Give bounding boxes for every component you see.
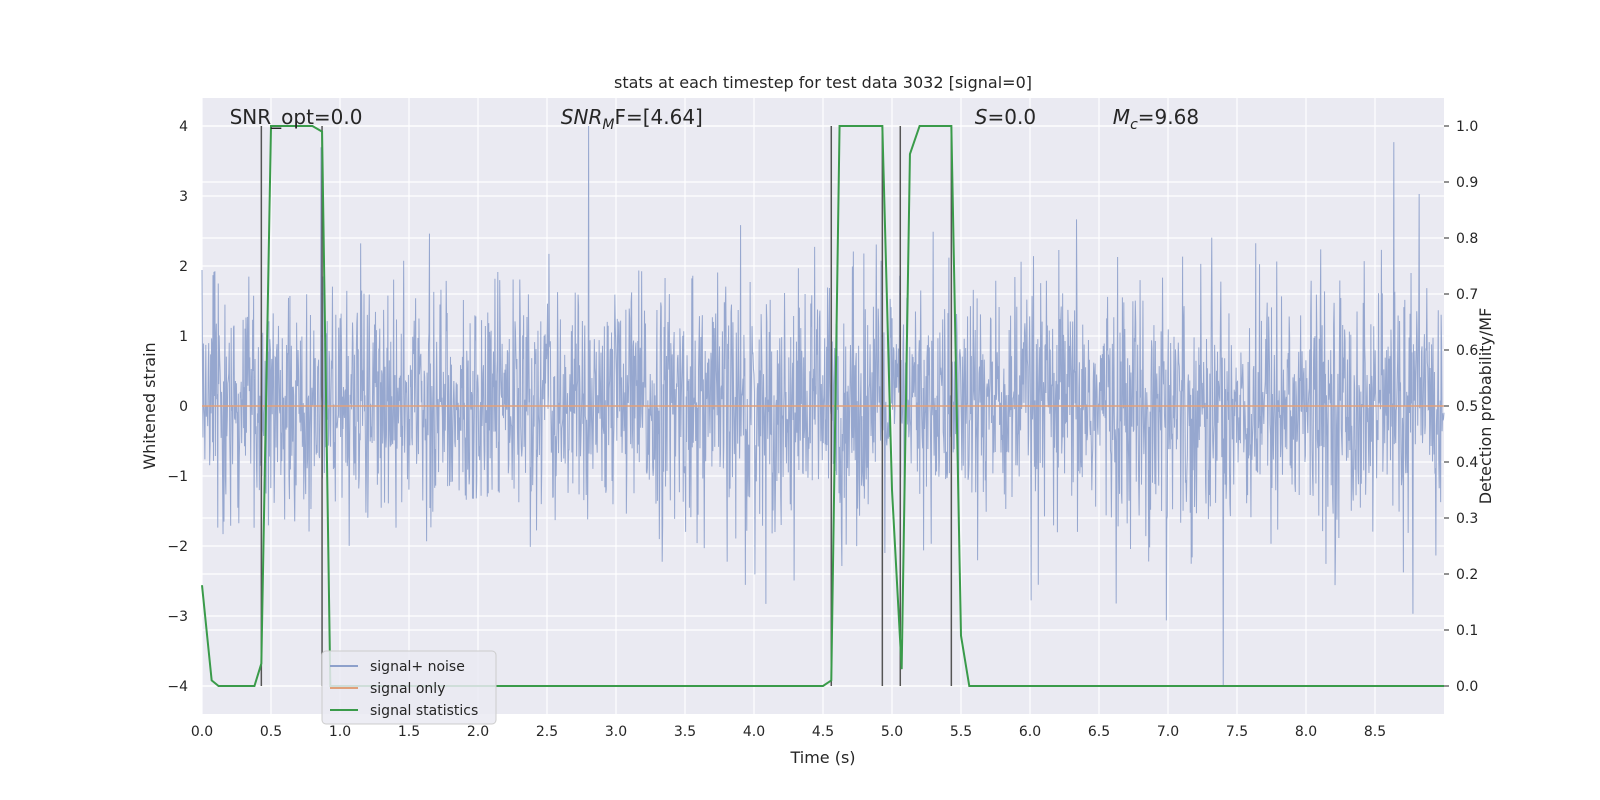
x-tick-label: 8.0	[1295, 724, 1317, 740]
x-tick-label: 4.0	[743, 724, 765, 740]
y-tick-label: 2	[179, 259, 188, 275]
y-right-tick-label: 0.5	[1456, 399, 1478, 415]
y-right-tick-label: 0.4	[1456, 455, 1478, 471]
y-tick-label: 0	[179, 399, 188, 415]
x-ticks: 0.0 0.5 1.0 1.5 2.0 2.5 3.0 3.5 4.0 4.5 5.0 5.5 6.0 6…	[191, 724, 1386, 740]
x-tick-label: 2.0	[467, 724, 489, 740]
y-tick-label: 1	[179, 329, 188, 345]
x-tick-label: 5.5	[950, 724, 972, 740]
annotation-1: SNRMF=[4.64]	[561, 105, 703, 133]
x-tick-label: 2.5	[536, 724, 558, 740]
vertical-lines	[260, 126, 953, 686]
x-tick-label: 8.5	[1364, 724, 1386, 740]
y-right-tick-label: 0.3	[1456, 511, 1478, 527]
x-tick-label: 6.0	[1019, 724, 1041, 740]
series-signal-noise	[201, 125, 1445, 687]
annotation-0: SNR_opt=0.0	[230, 105, 363, 129]
annotation-3: Mc=9.68	[1113, 105, 1199, 133]
y-tick-label: −1	[167, 469, 188, 485]
y-right-tick-label: 0.8	[1456, 231, 1478, 247]
x-tick-label: 7.0	[1157, 724, 1179, 740]
x-tick-label: 4.5	[812, 724, 834, 740]
legend-label: signal+ noise	[370, 659, 465, 675]
y-right-tick-label: 0.2	[1456, 567, 1478, 583]
y-right-tick-label: 0.1	[1456, 623, 1478, 639]
legend: signal+ noise signal only signal statistic…	[321, 650, 497, 725]
x-tick-label: 7.5	[1226, 724, 1248, 740]
x-axis-label: Time (s)	[789, 748, 855, 767]
y-right-tick-label: 0.9	[1456, 175, 1478, 191]
y-tick-label: −4	[167, 679, 188, 695]
x-tick-label: 0.0	[191, 724, 213, 740]
legend-box	[321, 650, 497, 725]
x-tick-label: 0.5	[260, 724, 282, 740]
chart-title: stats at each timestep for test data 303…	[614, 73, 1032, 92]
y-tick-label: 4	[179, 119, 188, 135]
annotations: SNR_opt=0.0 SNRMF=[4.64] S=0.0 Mc=9.68	[230, 105, 1199, 133]
y-axis-label: Whitened strain	[140, 342, 159, 469]
x-tick-label: 1.0	[329, 724, 351, 740]
y-right-tick-label: 0.0	[1456, 679, 1478, 695]
x-tick-label: 1.5	[398, 724, 420, 740]
legend-label: signal only	[370, 681, 445, 697]
y-right-tick-label: 1.0	[1456, 119, 1478, 135]
y-ticks-left: 4 3 2 1 0 −1 −2 −3 −4	[167, 119, 188, 695]
x-tick-label: 3.5	[674, 724, 696, 740]
series-signal-statistics	[201, 125, 1444, 687]
noise-line	[201, 125, 1445, 687]
y-tick-label: 3	[179, 189, 188, 205]
y-tick-label: −3	[167, 609, 188, 625]
y-right-tick-label: 0.6	[1456, 343, 1478, 359]
y-tick-label: −2	[167, 539, 188, 555]
x-tick-label: 5.0	[881, 724, 903, 740]
y-ticks-right: 1.0 0.9 0.8 0.7 0.6 0.5 0.4 0.3 0.2 0.1 0.0	[1444, 119, 1478, 695]
x-tick-label: 3.0	[605, 724, 627, 740]
y-axis-label-right: Detection probability/MF	[1476, 308, 1495, 505]
statistics-line	[201, 125, 1444, 687]
x-tick-label: 6.5	[1088, 724, 1110, 740]
y-right-tick-label: 0.7	[1456, 287, 1478, 303]
legend-label: signal statistics	[370, 703, 478, 719]
annotation-2: S=0.0	[975, 105, 1036, 129]
